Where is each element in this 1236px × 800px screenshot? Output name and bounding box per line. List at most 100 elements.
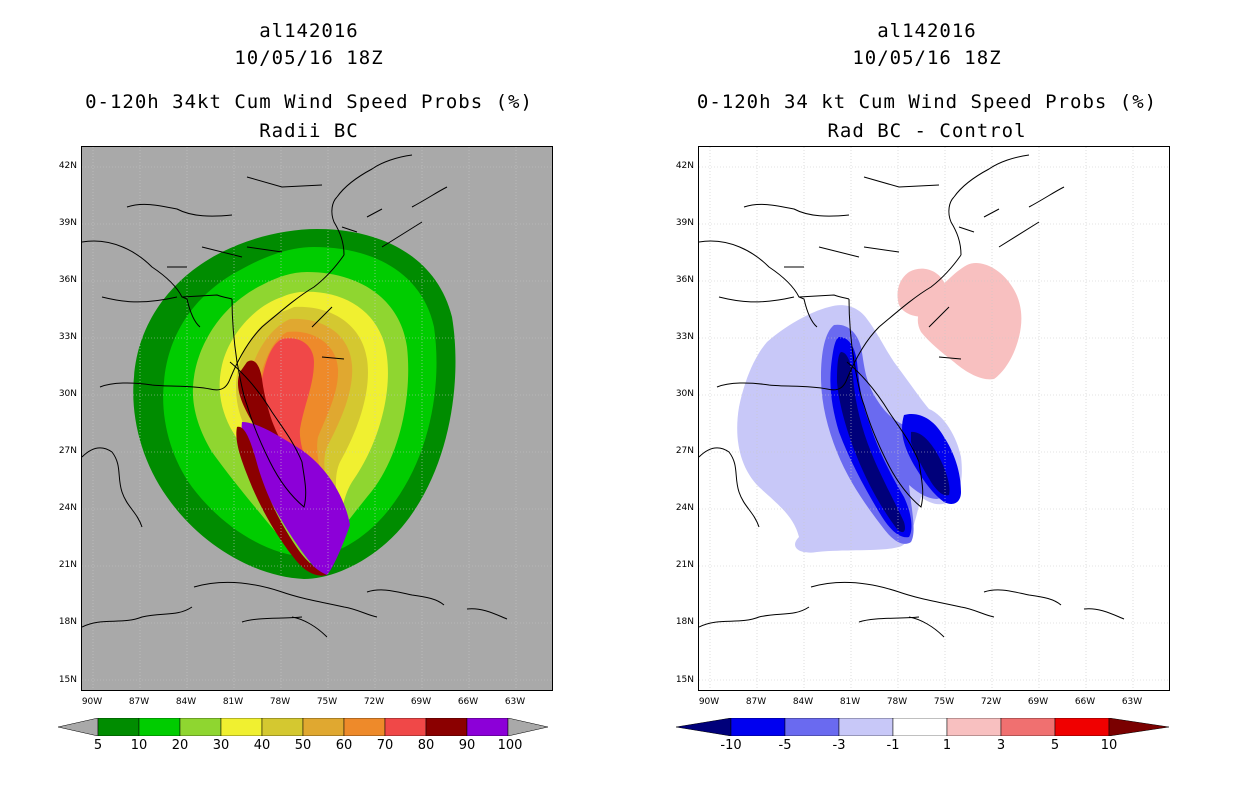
datetime-title: 10/05/16 18Z [852, 47, 1002, 69]
colorbar-over-arrow [1108, 718, 1170, 736]
left-panel: al142016 10/05/16 18Z 0-120h 34kt Cum Wi… [58, 20, 553, 753]
difference-map [698, 146, 1170, 691]
lat-label: 24N [675, 503, 694, 513]
colorbar-bin [138, 718, 181, 736]
colorbar [676, 718, 1170, 736]
lon-label: 66W [457, 697, 479, 707]
lon-label: 69W [410, 697, 432, 707]
lon-label: 87W [128, 697, 150, 707]
grid-lines [82, 147, 552, 690]
colorbar-label: 90 [458, 738, 476, 753]
lon-label: 81W [222, 697, 244, 707]
lon-label: 90W [81, 697, 103, 707]
contour-below-neg10-b [911, 431, 950, 496]
colorbar-label: 1 [942, 738, 952, 753]
lat-label: 21N [58, 560, 77, 570]
coastlines [699, 154, 1125, 638]
datetime-title: 10/05/16 18Z [234, 47, 384, 69]
lon-label: 87W [745, 697, 767, 707]
lat-label: 33N [58, 332, 77, 342]
colorbar-label: -10 [720, 738, 742, 753]
lon-label: 63W [504, 697, 526, 707]
colorbar-label: -1 [886, 738, 900, 753]
colorbar-bin [302, 718, 345, 736]
product-subtitle: Rad BC - Control [827, 120, 1027, 142]
lat-label: 39N [58, 218, 77, 228]
probability-contours [133, 229, 456, 579]
colorbar-label: 40 [253, 738, 271, 753]
colorbar-bin [1054, 718, 1110, 736]
storm-id-title: al142016 [259, 20, 359, 42]
colorbar-label: 60 [335, 738, 353, 753]
colorbar-bin [784, 718, 840, 736]
lat-label: 18N [675, 617, 694, 627]
lon-label: 66W [1074, 697, 1096, 707]
probability-map-drawing [82, 147, 552, 690]
lon-label: 90W [698, 697, 720, 707]
colorbar-bin [838, 718, 894, 736]
lat-label: 42N [675, 161, 694, 171]
lat-label: 15N [58, 675, 77, 685]
colorbar-label: 5 [1050, 738, 1060, 753]
colorbar [58, 718, 549, 736]
lat-label: 27N [58, 446, 77, 456]
lat-label: 36N [675, 275, 694, 285]
lon-label: 78W [269, 697, 291, 707]
colorbar-label: -3 [832, 738, 846, 753]
colorbar-bin [343, 718, 386, 736]
storm-id-title: al142016 [877, 20, 977, 42]
colorbar-label: 3 [996, 738, 1006, 753]
contour-1-to-3-b [897, 268, 946, 317]
lon-label: 75W [316, 697, 338, 707]
colorbar-label: 30 [212, 738, 230, 753]
colorbar-bin [384, 718, 427, 736]
colorbar-under-arrow [58, 718, 99, 736]
lon-label: 84W [175, 697, 197, 707]
colorbar-label: 20 [171, 738, 189, 753]
colorbar-label: -5 [778, 738, 792, 753]
difference-map-drawing [699, 147, 1169, 690]
colorbar-label: 70 [376, 738, 394, 753]
colorbar-bin [892, 718, 948, 736]
lat-label: 27N [675, 446, 694, 456]
colorbar-bin [220, 718, 263, 736]
colorbar-bin [466, 718, 509, 736]
colorbar-label: 100 [497, 738, 523, 753]
contour-90-edge [236, 426, 327, 576]
colorbar-bin [97, 718, 140, 736]
product-title: 0-120h 34kt Cum Wind Speed Probs (%) [85, 91, 533, 113]
product-subtitle: Radii BC [259, 120, 359, 142]
lat-label: 18N [58, 617, 77, 627]
colorbar-bin [261, 718, 304, 736]
lon-label: 69W [1027, 697, 1049, 707]
colorbar-label: 50 [294, 738, 312, 753]
lon-label: 63W [1121, 697, 1143, 707]
grid-lines [699, 147, 1169, 690]
right-panel: al142016 10/05/16 18Z 0-120h 34 kt Cum W… [618, 0, 1236, 800]
colorbar-bin [946, 718, 1002, 736]
product-title: 0-120h 34 kt Cum Wind Speed Probs (%) [696, 91, 1158, 113]
colorbar-bin [1000, 718, 1056, 736]
lat-label: 24N [58, 503, 77, 513]
lon-label: 84W [792, 697, 814, 707]
lon-label: 75W [933, 697, 955, 707]
colorbar-over-arrow [507, 718, 549, 736]
coastlines [82, 154, 508, 638]
lat-label: 39N [675, 218, 694, 228]
colorbar-label: 10 [130, 738, 148, 753]
probability-map [81, 146, 553, 691]
lon-label: 72W [363, 697, 385, 707]
contour-below-neg10 [837, 352, 906, 533]
colorbar-label: 80 [417, 738, 435, 753]
colorbar-label: 5 [93, 738, 103, 753]
lon-label: 78W [886, 697, 908, 707]
colorbar-bin [179, 718, 222, 736]
colorbar-bin [730, 718, 786, 736]
lat-label: 30N [675, 389, 694, 399]
lat-label: 15N [675, 675, 694, 685]
lon-label: 72W [980, 697, 1002, 707]
lat-label: 33N [675, 332, 694, 342]
contour-80 [237, 360, 344, 527]
colorbar-label: 10 [1100, 738, 1118, 753]
colorbar-under-arrow [676, 718, 732, 736]
